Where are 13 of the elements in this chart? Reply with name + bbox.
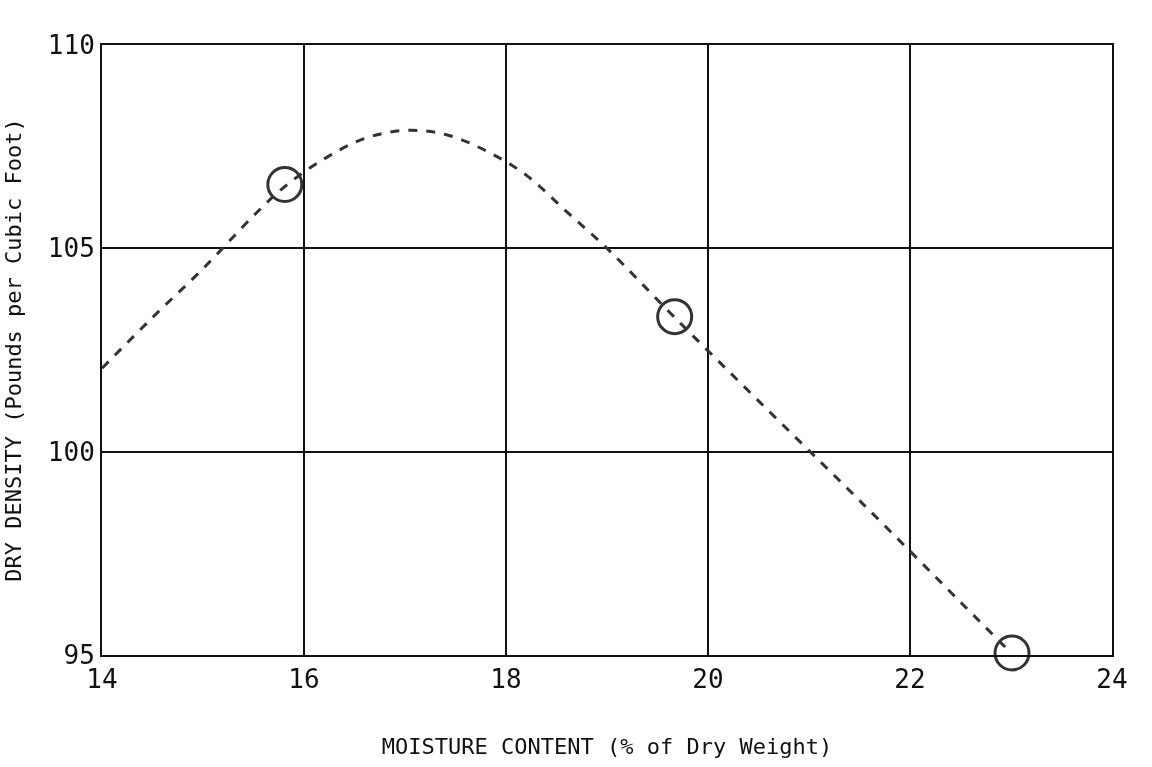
point (993, 634, 1031, 672)
x-tick-label: 16 (288, 664, 320, 695)
x-tick-label: 22 (894, 664, 926, 695)
point (656, 298, 694, 336)
x-tick-label: 18 (490, 664, 522, 695)
y-tick-label: 105 (47, 233, 95, 264)
y-tick-label: 100 (47, 436, 95, 467)
point (266, 165, 304, 203)
x-tick-label: 20 (692, 664, 724, 695)
y-axis-title: DRY DENSITY (Pounds per Cubic Foot) (1, 118, 27, 582)
x-axis-title: MOISTURE CONTENT (% of Dry Weight) (381, 733, 833, 759)
x-tick-label: 24 (1096, 664, 1128, 695)
y-tick-label: 110 (47, 30, 95, 61)
